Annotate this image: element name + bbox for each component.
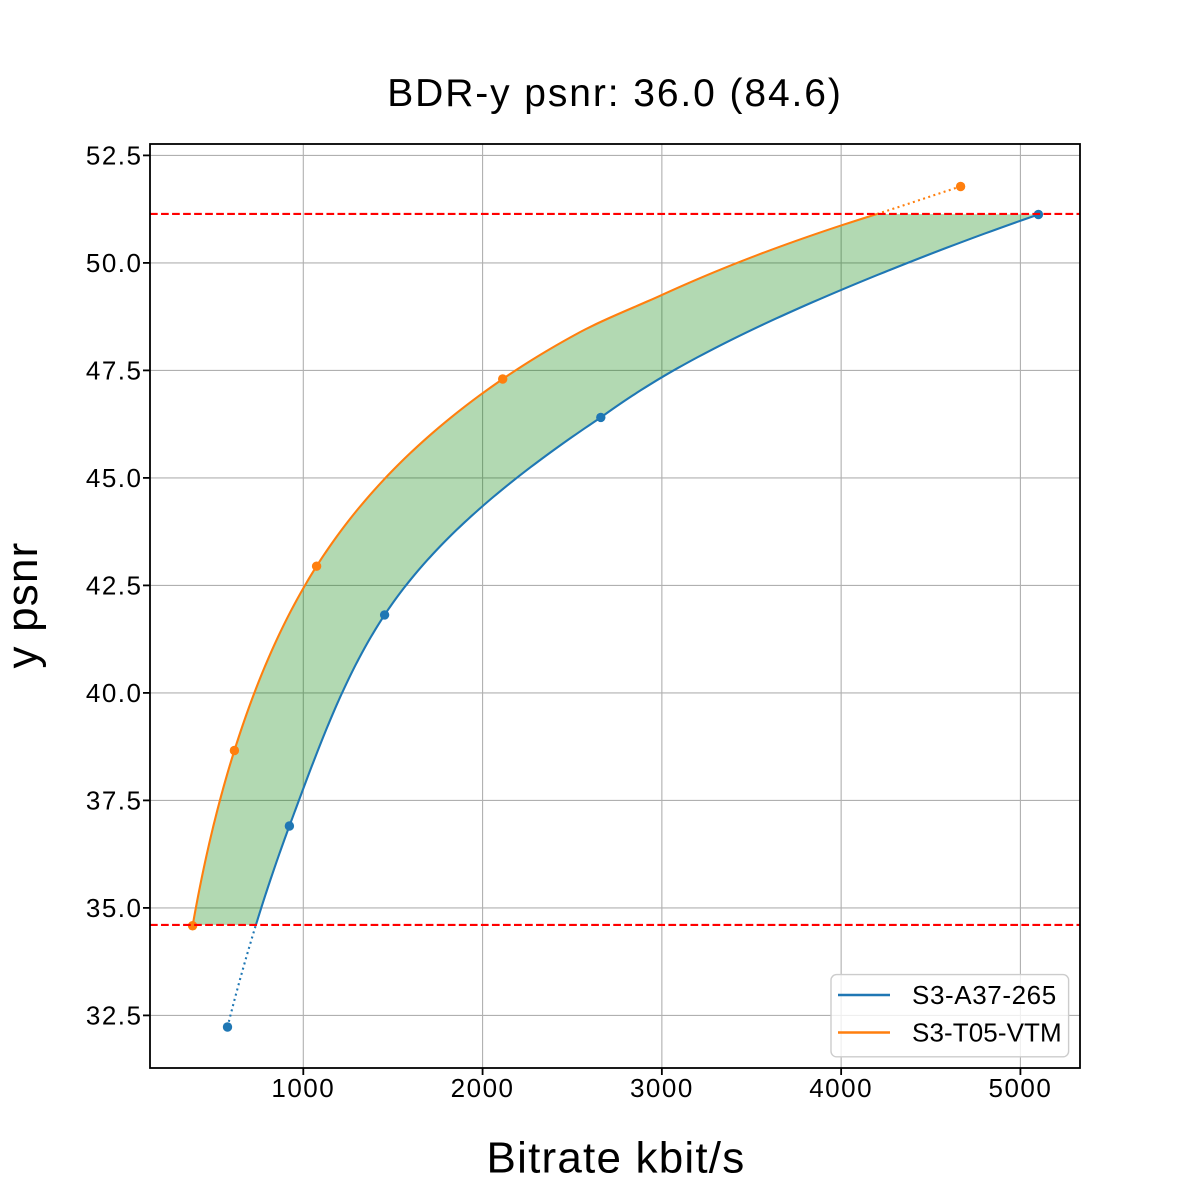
svg-text:3000: 3000 xyxy=(630,1073,694,1103)
svg-text:2000: 2000 xyxy=(451,1073,515,1103)
svg-text:45.0: 45.0 xyxy=(86,463,143,493)
svg-text:52.5: 52.5 xyxy=(86,141,143,171)
svg-text:35.0: 35.0 xyxy=(86,893,143,923)
svg-text:y psnr: y psnr xyxy=(0,541,47,668)
svg-text:37.5: 37.5 xyxy=(86,786,143,816)
svg-text:50.0: 50.0 xyxy=(86,248,143,278)
svg-text:S3-A37-265: S3-A37-265 xyxy=(912,980,1057,1010)
svg-text:32.5: 32.5 xyxy=(86,1001,143,1031)
svg-text:4000: 4000 xyxy=(809,1073,873,1103)
svg-text:BDR-y psnr: 36.0 (84.6): BDR-y psnr: 36.0 (84.6) xyxy=(387,72,843,115)
svg-text:S3-T05-VTM: S3-T05-VTM xyxy=(912,1018,1062,1048)
svg-text:Bitrate kbit/s: Bitrate kbit/s xyxy=(487,1134,746,1183)
svg-text:1000: 1000 xyxy=(271,1073,335,1103)
svg-text:40.0: 40.0 xyxy=(86,678,143,708)
svg-text:47.5: 47.5 xyxy=(86,356,143,386)
svg-text:42.5: 42.5 xyxy=(86,571,143,601)
svg-text:5000: 5000 xyxy=(988,1073,1052,1103)
